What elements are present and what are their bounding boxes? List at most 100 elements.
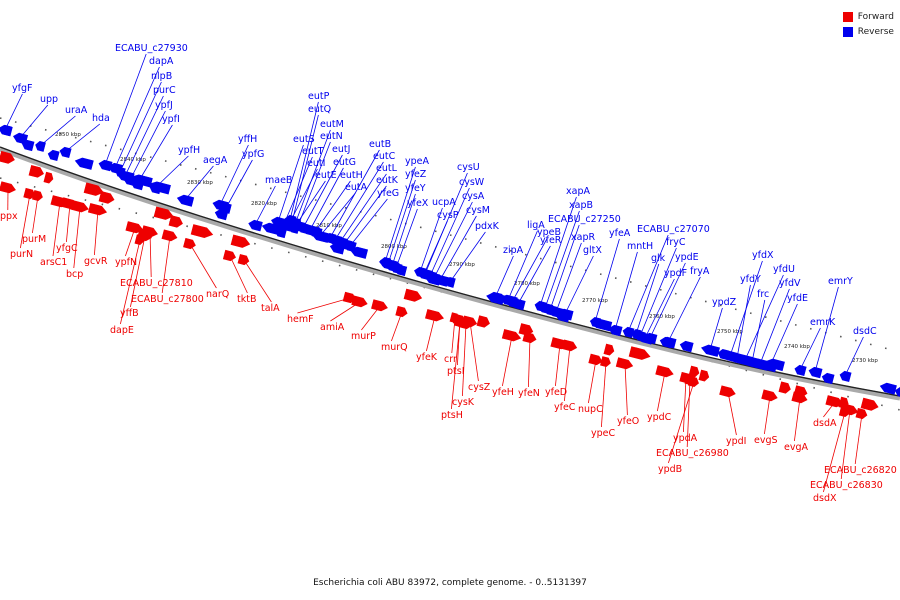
gene-label-forward[interactable]: ypdB [658, 464, 682, 475]
gene-label-forward[interactable]: purN [10, 249, 33, 260]
gene-arrow-reverse[interactable] [147, 180, 171, 195]
gene-label-forward[interactable]: yfeK [416, 352, 438, 363]
gene-arrow-forward[interactable] [161, 229, 178, 242]
gene-label-forward[interactable]: narQ [206, 289, 229, 300]
gene-label-reverse[interactable]: eutB [369, 139, 391, 150]
gene-label-reverse[interactable]: ypdE [675, 252, 699, 263]
gene-label-reverse[interactable]: fryA [690, 266, 710, 277]
gene-label-reverse[interactable]: dapA [149, 56, 174, 67]
gene-arrow-forward[interactable] [31, 190, 43, 202]
gene-arrow-forward[interactable] [222, 249, 236, 262]
gene-arrow-forward[interactable] [50, 195, 69, 209]
gene-arrow-forward[interactable] [719, 385, 737, 399]
gene-arrow-reverse[interactable] [637, 332, 654, 345]
gene-arrow-reverse[interactable] [764, 357, 785, 372]
gene-arrow-forward[interactable] [628, 346, 651, 362]
gene-arrow-forward[interactable] [395, 305, 409, 318]
gene-label-reverse[interactable]: eutA [345, 182, 368, 193]
gene-arrow-forward[interactable] [83, 182, 105, 197]
gene-label-reverse[interactable]: eutH [340, 170, 363, 181]
gene-label-reverse[interactable]: eutG [333, 157, 356, 168]
gene-label-reverse[interactable]: eutE [315, 170, 337, 181]
gene-arrow-forward[interactable] [698, 369, 710, 382]
gene-label-reverse[interactable]: maeB [265, 175, 292, 186]
gene-arrow-forward[interactable] [615, 357, 634, 371]
gene-label-forward[interactable]: dsdA [813, 418, 837, 429]
gene-label-forward[interactable]: yfeH [492, 387, 514, 398]
gene-arrow-forward[interactable] [603, 343, 615, 356]
gene-label-reverse[interactable]: cysW [459, 177, 485, 188]
gene-arrow-reverse[interactable] [717, 348, 730, 360]
gene-label-reverse[interactable]: ypeB [537, 227, 561, 238]
gene-arrow-reverse[interactable] [839, 370, 852, 383]
gene-label-reverse[interactable]: emrY [828, 276, 853, 287]
gene-arrow-reverse[interactable] [622, 326, 635, 339]
gene-label-forward[interactable]: gcvR [84, 256, 108, 267]
gene-arrow-forward[interactable] [454, 316, 466, 328]
gene-label-reverse[interactable]: yfeY [405, 183, 426, 194]
gene-arrow-reverse[interactable] [821, 372, 835, 385]
gene-arrow-forward[interactable] [43, 171, 54, 184]
gene-arrow-forward[interactable] [134, 234, 145, 246]
gene-label-reverse[interactable]: eutI [307, 158, 325, 169]
gene-label-reverse[interactable]: eutS [293, 134, 315, 145]
gene-arrow-forward[interactable] [838, 406, 851, 418]
gene-arrow-forward[interactable] [793, 385, 808, 399]
gene-arrow-reverse[interactable] [0, 124, 12, 137]
gene-label-forward[interactable]: hemF [287, 314, 314, 325]
gene-arrow-reverse[interactable] [487, 291, 503, 304]
gene-arrow-reverse[interactable] [589, 317, 613, 332]
gene-arrow-forward[interactable] [190, 224, 214, 240]
gene-label-forward[interactable]: evgA [784, 442, 808, 453]
gene-label-reverse[interactable]: eutP [308, 91, 330, 102]
gene-label-reverse[interactable]: ECABU_c27070 [637, 224, 710, 235]
gene-label-forward[interactable]: bcp [66, 269, 83, 280]
gene-arrow-forward[interactable] [28, 165, 45, 178]
gene-arrow-forward[interactable] [600, 356, 611, 368]
gene-label-forward[interactable]: ECABU_c26820 [824, 465, 897, 476]
gene-arrow-forward[interactable] [237, 254, 250, 266]
gene-arrow-reverse[interactable] [445, 276, 456, 288]
gene-label-reverse[interactable]: yfeR [540, 235, 562, 246]
gene-label-reverse[interactable]: xapA [566, 186, 590, 197]
gene-arrow-reverse[interactable] [74, 156, 94, 170]
gene-arrow-forward[interactable] [688, 365, 700, 378]
gene-label-forward[interactable]: murP [351, 331, 376, 342]
gene-label-reverse[interactable]: eutQ [308, 104, 331, 115]
gene-label-forward[interactable]: yfeO [617, 416, 639, 427]
gene-label-reverse[interactable]: cysA [462, 191, 485, 202]
gene-label-reverse[interactable]: xapB [569, 200, 593, 211]
gene-label-forward[interactable]: cysZ [468, 382, 491, 393]
gene-label-reverse[interactable]: glk [651, 253, 666, 264]
gene-label-reverse[interactable]: ECABU_c27930 [115, 43, 188, 54]
gene-arrow-forward[interactable] [168, 215, 184, 229]
gene-label-reverse[interactable]: upp [40, 94, 58, 105]
gene-arrow-reverse[interactable] [21, 139, 35, 152]
gene-label-reverse[interactable]: yfeG [377, 188, 399, 199]
gene-label-reverse[interactable]: cysU [457, 162, 480, 173]
gene-arrow-reverse[interactable] [349, 246, 369, 259]
gene-label-reverse[interactable]: dsdC [853, 326, 877, 337]
gene-label-reverse[interactable]: purC [153, 85, 176, 96]
gene-arrow-forward[interactable] [183, 237, 196, 250]
gene-arrow-forward[interactable] [687, 376, 700, 388]
gene-arrow-forward[interactable] [855, 407, 868, 420]
gene-arrow-reverse[interactable] [288, 222, 300, 234]
gene-arrow-forward[interactable] [230, 234, 251, 249]
gene-arrow-forward[interactable] [588, 353, 604, 366]
gene-label-forward[interactable]: tktB [237, 294, 256, 305]
gene-arrow-forward[interactable] [87, 203, 108, 216]
gene-label-reverse[interactable]: yfgF [12, 83, 32, 94]
gene-arrow-forward[interactable] [425, 309, 444, 322]
gene-label-forward[interactable]: evgS [754, 435, 778, 446]
gene-label-reverse[interactable]: ypfI [162, 114, 180, 125]
gene-label-reverse[interactable]: gltX [583, 245, 602, 256]
gene-label-forward[interactable]: ypdI [726, 436, 746, 447]
gene-label-forward[interactable]: ptsI [447, 366, 465, 377]
gene-label-reverse[interactable]: ECABU_c27250 [548, 214, 621, 225]
gene-label-forward[interactable]: cysK [452, 397, 475, 408]
gene-label-reverse[interactable]: ypfH [178, 145, 200, 156]
gene-arrow-forward[interactable] [0, 181, 17, 195]
gene-label-reverse[interactable]: eutN [320, 131, 343, 142]
gene-label-reverse[interactable]: eutJ [332, 144, 350, 155]
